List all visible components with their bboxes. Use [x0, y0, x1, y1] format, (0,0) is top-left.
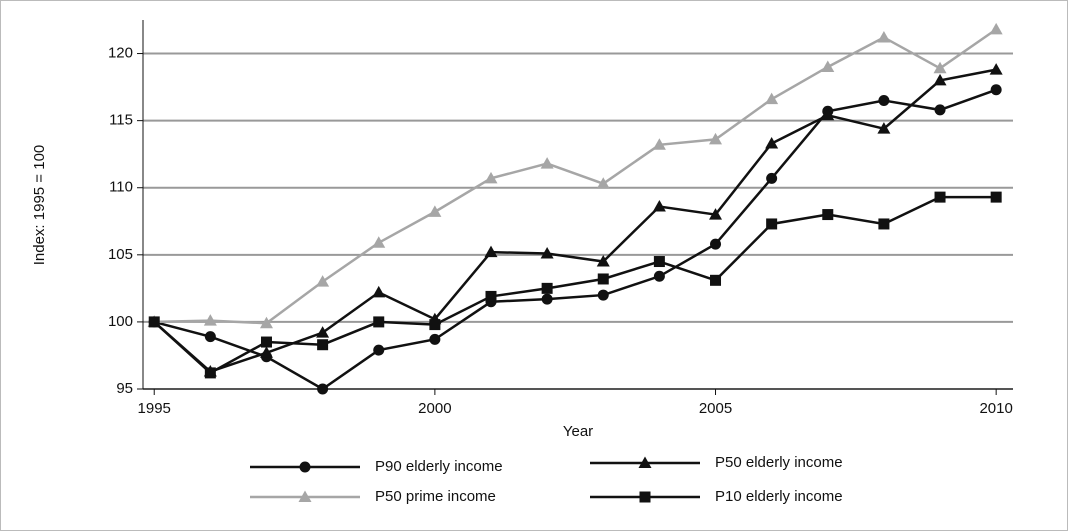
marker	[204, 331, 216, 343]
x-tick-label: 2000	[418, 400, 451, 417]
marker	[990, 191, 1002, 203]
marker	[639, 491, 651, 503]
marker	[933, 61, 947, 74]
marker	[596, 177, 610, 189]
marker	[822, 209, 834, 221]
marker	[709, 208, 723, 220]
marker	[990, 84, 1002, 96]
marker	[596, 255, 610, 267]
legend-label: P10 elderly income	[715, 488, 843, 505]
marker	[484, 171, 498, 184]
marker	[821, 108, 835, 121]
series-line	[154, 28, 997, 325]
legend-label: P50 prime income	[375, 488, 496, 505]
marker	[934, 191, 946, 203]
marker	[203, 314, 217, 326]
marker	[878, 95, 890, 107]
marker	[597, 289, 609, 301]
marker	[148, 316, 160, 328]
marker	[372, 236, 386, 248]
marker	[316, 275, 330, 287]
marker	[652, 138, 666, 150]
marker	[934, 104, 946, 116]
y-tick-label: 120	[108, 45, 133, 62]
marker	[709, 132, 723, 145]
x-tick-label: 1995	[138, 400, 171, 417]
marker	[317, 339, 329, 351]
marker	[260, 336, 272, 348]
marker	[541, 282, 553, 294]
marker	[485, 290, 497, 302]
marker	[878, 218, 890, 230]
x-axis-label: Year	[563, 423, 593, 440]
marker	[597, 273, 609, 285]
marker	[259, 346, 273, 358]
marker	[765, 136, 779, 149]
marker	[373, 344, 385, 356]
marker	[989, 22, 1003, 35]
marker	[299, 461, 311, 473]
x-tick-label: 2010	[979, 400, 1012, 417]
marker	[541, 293, 553, 305]
legend-label: P90 elderly income	[375, 458, 503, 475]
marker	[540, 246, 554, 259]
marker	[877, 30, 891, 43]
series-line	[153, 195, 997, 375]
marker	[204, 367, 216, 379]
marker	[373, 316, 385, 328]
y-axis-label: Index: 1995 = 100	[31, 145, 48, 266]
y-tick-label: 110	[109, 179, 133, 196]
marker	[429, 319, 441, 331]
marker	[317, 383, 329, 395]
marker	[653, 256, 665, 268]
y-tick-label: 105	[108, 246, 133, 263]
marker	[765, 92, 779, 105]
marker	[710, 238, 722, 250]
marker	[710, 274, 722, 286]
marker	[316, 326, 330, 338]
marker	[428, 205, 442, 217]
legend-label: P50 elderly income	[715, 454, 843, 471]
series-line	[153, 88, 997, 391]
y-tick-label: 100	[108, 313, 133, 330]
x-tick-label: 2005	[699, 400, 732, 417]
marker	[766, 172, 778, 184]
marker	[484, 245, 498, 258]
marker	[653, 270, 665, 282]
marker	[652, 200, 666, 212]
marker	[372, 285, 386, 298]
marker	[821, 60, 835, 72]
marker	[877, 122, 891, 134]
marker	[298, 490, 312, 502]
y-tick-label: 95	[116, 380, 133, 397]
marker	[540, 157, 554, 169]
marker	[933, 73, 947, 86]
y-tick-label: 115	[109, 112, 133, 129]
marker	[429, 333, 441, 345]
marker	[638, 456, 652, 468]
marker	[766, 218, 778, 230]
marker	[989, 63, 1003, 75]
marker	[259, 316, 273, 329]
